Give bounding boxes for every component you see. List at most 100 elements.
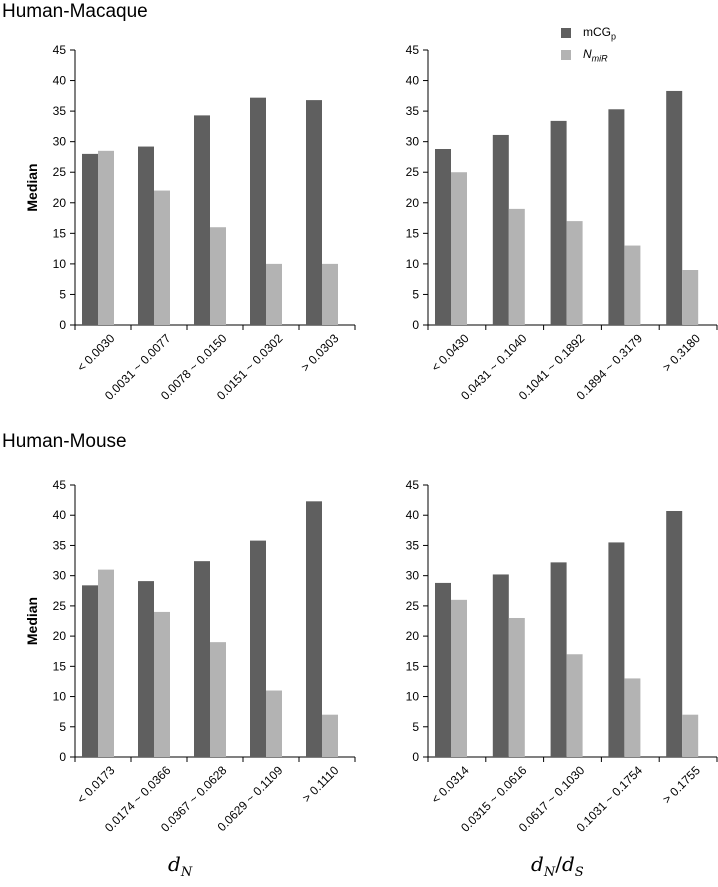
y-tick-label: 35 (53, 104, 67, 118)
y-tick-label: 35 (406, 538, 420, 552)
y-tick-label: 10 (406, 257, 420, 271)
bar-mcgp-5 (306, 100, 322, 325)
bar-nmir-1 (98, 150, 114, 325)
panel-title-human-macaque: Human-Macaque (2, 1, 148, 22)
y-tick-label: 25 (53, 165, 67, 179)
bar-mcgp-1 (82, 585, 98, 757)
x-tick-label: < 0.0314 (429, 763, 472, 806)
y-tick-label: 25 (406, 165, 420, 179)
x-tick-label: > 0.1755 (660, 763, 703, 806)
legend: mCGp NmiR (561, 22, 616, 66)
y-tick-label: 45 (53, 478, 67, 492)
y-tick-label: 30 (406, 569, 420, 583)
legend-label-nmir: NmiR (583, 46, 608, 64)
bar-mcgp-4 (250, 540, 266, 757)
bar-mcgp-5 (306, 501, 322, 757)
bar-nmir-3 (210, 642, 226, 757)
y-tick-label: 25 (406, 599, 420, 613)
y-tick-label: 30 (53, 135, 67, 149)
y-tick-label: 20 (53, 629, 67, 643)
y-tick-label: 35 (53, 538, 67, 552)
bar-nmir-4 (266, 263, 282, 325)
y-tick-label: 40 (53, 74, 67, 88)
x-axis-label-dn-ds: dN/dS (531, 852, 584, 880)
y-tick-label: 15 (53, 659, 67, 673)
y-tick-label: 30 (406, 135, 420, 149)
y-tick-label: 15 (53, 226, 67, 240)
panel-title-human-mouse: Human-Mouse (2, 431, 127, 452)
y-tick-label: 0 (412, 750, 419, 764)
y-tick-label: 40 (406, 74, 420, 88)
y-tick-label: 20 (406, 196, 420, 210)
bar-nmir-1 (451, 599, 467, 757)
y-axis-label: Median (24, 163, 40, 211)
x-tick-label: > 0.0303 (298, 331, 341, 374)
bar-nmir-5 (322, 263, 338, 325)
y-tick-label: 5 (412, 287, 419, 301)
bar-nmir-2 (508, 617, 525, 757)
x-tick-label: < 0.0030 (74, 331, 117, 374)
y-tick-label: 45 (406, 43, 420, 57)
y-tick-label: 5 (412, 720, 419, 734)
bar-nmir-2 (154, 190, 170, 325)
bar-mcgp-5 (666, 510, 683, 757)
y-tick-label: 35 (406, 104, 420, 118)
y-tick-label: 10 (53, 690, 67, 704)
bar-mcgp-5 (666, 90, 683, 325)
legend-label-mcgp: mCGp (583, 24, 617, 42)
y-tick-label: 20 (406, 629, 420, 643)
bar-nmir-1 (98, 569, 114, 757)
y-axis-label: Median (24, 597, 40, 645)
y-tick-label: 10 (406, 690, 420, 704)
bar-nmir-3 (566, 221, 583, 325)
bar-mcgp-4 (250, 97, 266, 326)
y-tick-label: 20 (53, 196, 67, 210)
bar-nmir-3 (566, 654, 583, 757)
x-tick-label: < 0.0173 (74, 763, 117, 806)
bar-mcgp-3 (194, 561, 210, 757)
y-tick-label: 5 (59, 287, 66, 301)
bar-mcgp-2 (492, 574, 509, 757)
y-tick-label: 45 (53, 43, 67, 57)
bar-mcgp-4 (608, 542, 625, 757)
y-tick-label: 25 (53, 599, 67, 613)
x-tick-label: > 0.1110 (300, 763, 342, 805)
bar-nmir-5 (682, 714, 699, 757)
bar-mcgp-4 (608, 109, 625, 326)
bar-mcgp-3 (550, 120, 567, 325)
y-tick-label: 30 (53, 569, 67, 583)
x-axis-label-dn: dN (168, 852, 193, 880)
bar-mcgp-2 (492, 134, 509, 325)
y-tick-label: 40 (53, 508, 67, 522)
bar-nmir-5 (322, 714, 338, 757)
bar-nmir-2 (154, 611, 170, 757)
bar-mcgp-1 (435, 582, 451, 757)
x-tick-label: < 0.0430 (429, 331, 472, 374)
y-tick-label: 45 (406, 478, 420, 492)
bar-mcgp-1 (82, 153, 98, 325)
bar-nmir-1 (451, 172, 467, 325)
bar-nmir-2 (508, 208, 525, 325)
bar-mcgp-2 (138, 581, 154, 757)
bar-nmir-3 (210, 227, 226, 325)
y-tick-label: 10 (53, 257, 67, 271)
y-tick-label: 15 (406, 659, 420, 673)
legend-item-nmir: NmiR (561, 44, 616, 66)
bar-mcgp-2 (138, 146, 154, 325)
legend-swatch-mcgp (561, 28, 571, 38)
legend-item-mcgp: mCGp (561, 22, 616, 44)
y-tick-label: 5 (59, 720, 66, 734)
y-tick-label: 0 (59, 318, 66, 332)
x-tick-label: > 0.3180 (660, 331, 703, 374)
bar-mcgp-1 (435, 149, 451, 325)
y-tick-label: 40 (406, 508, 420, 522)
y-tick-label: 0 (412, 318, 419, 332)
legend-swatch-nmir (561, 50, 571, 60)
bar-mcgp-3 (194, 115, 210, 325)
bar-mcgp-3 (550, 562, 567, 757)
y-tick-label: 0 (59, 750, 66, 764)
